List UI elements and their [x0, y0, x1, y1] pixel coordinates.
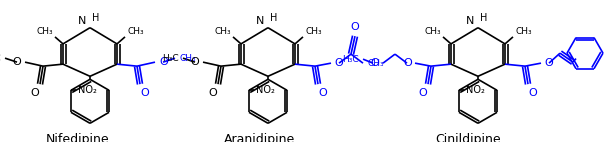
Text: H₃C: H₃C: [162, 54, 179, 63]
Text: O: O: [351, 22, 359, 32]
Text: Cinildipine: Cinildipine: [435, 133, 501, 142]
Text: NO₂: NO₂: [466, 85, 485, 95]
Text: O: O: [141, 88, 149, 98]
Text: N: N: [466, 16, 474, 26]
Text: Aranidipine: Aranidipine: [224, 133, 296, 142]
Text: CH₃: CH₃: [424, 27, 441, 36]
Text: H: H: [92, 13, 100, 23]
Text: O: O: [319, 88, 327, 98]
Text: CH₃: CH₃: [305, 27, 322, 36]
Text: O: O: [370, 58, 379, 68]
Text: O: O: [403, 58, 412, 68]
Text: H₃C: H₃C: [0, 54, 1, 63]
Text: CH₃: CH₃: [127, 27, 144, 36]
Text: H: H: [480, 13, 487, 23]
Text: NO₂: NO₂: [78, 85, 97, 95]
Text: Nifedipine: Nifedipine: [46, 133, 110, 142]
Text: O: O: [529, 88, 538, 98]
Text: CH₃: CH₃: [368, 59, 384, 68]
Text: CH₃: CH₃: [36, 27, 53, 36]
Text: CH₃: CH₃: [215, 27, 231, 36]
Text: NO₂: NO₂: [256, 85, 275, 95]
Text: O: O: [544, 58, 553, 68]
Text: N: N: [77, 16, 86, 26]
Text: O: O: [190, 57, 199, 67]
Text: O: O: [419, 88, 427, 98]
Text: CH₃: CH₃: [179, 54, 196, 63]
Text: O: O: [334, 58, 343, 68]
Text: CH₃: CH₃: [515, 27, 531, 36]
Text: N: N: [256, 16, 264, 26]
Text: H: H: [270, 13, 277, 23]
Text: O: O: [31, 88, 39, 98]
Text: O: O: [208, 88, 217, 98]
Text: O: O: [12, 57, 21, 67]
Text: H₃C: H₃C: [343, 55, 359, 64]
Text: O: O: [159, 57, 168, 67]
